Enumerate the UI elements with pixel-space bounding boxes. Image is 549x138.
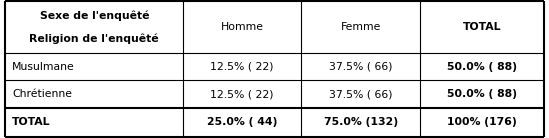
Text: 12.5% ( 22): 12.5% ( 22) (210, 89, 274, 99)
Text: 37.5% ( 66): 37.5% ( 66) (329, 89, 393, 99)
Text: Femme: Femme (340, 22, 381, 32)
Text: TOTAL: TOTAL (12, 117, 51, 127)
Text: Sexe de l'enquêté: Sexe de l'enquêté (40, 10, 149, 21)
Text: TOTAL: TOTAL (462, 22, 501, 32)
Text: Homme: Homme (221, 22, 264, 32)
Text: 12.5% ( 22): 12.5% ( 22) (210, 62, 274, 72)
Text: 50.0% ( 88): 50.0% ( 88) (447, 62, 517, 72)
Text: Religion de l'enquêté: Religion de l'enquêté (30, 33, 159, 44)
Text: 100% (176): 100% (176) (447, 117, 517, 127)
Text: 25.0% ( 44): 25.0% ( 44) (207, 117, 277, 127)
Text: Musulmane: Musulmane (12, 62, 75, 72)
Text: 75.0% (132): 75.0% (132) (323, 117, 397, 127)
Text: Chrétienne: Chrétienne (12, 89, 72, 99)
Text: 50.0% ( 88): 50.0% ( 88) (447, 89, 517, 99)
Text: 37.5% ( 66): 37.5% ( 66) (329, 62, 393, 72)
